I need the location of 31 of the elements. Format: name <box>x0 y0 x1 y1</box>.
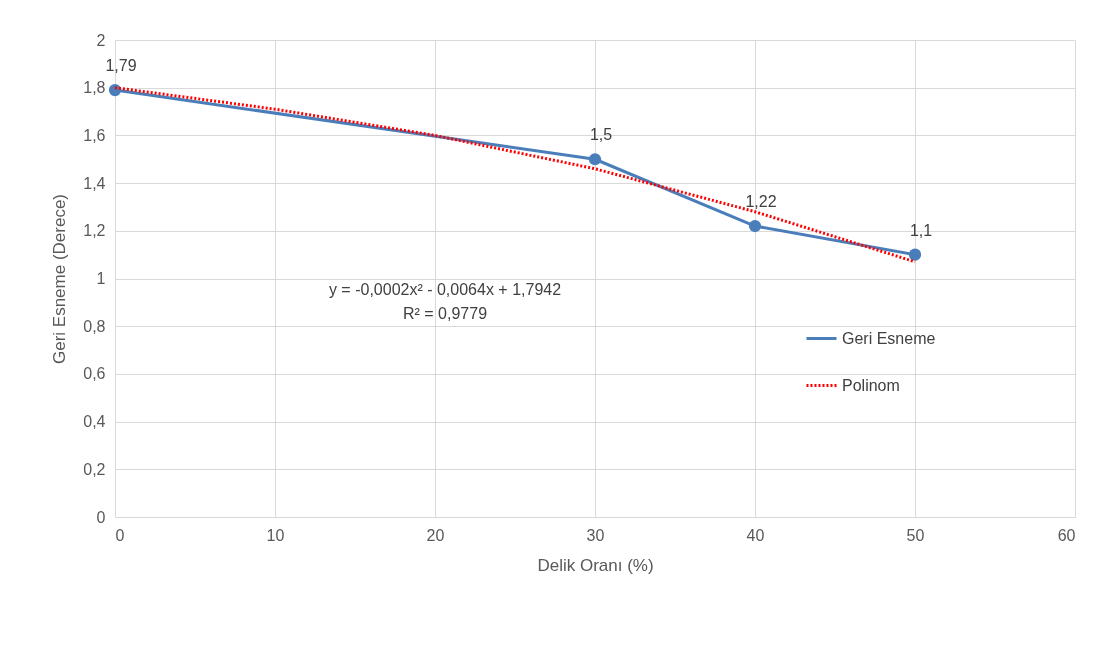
x-tick-label: 10 <box>266 526 285 544</box>
data-label: 1,5 <box>589 126 613 144</box>
data-label: 1,79 <box>105 57 137 75</box>
y-tick-label: 1,4 <box>83 174 106 192</box>
annotation: R² = 0,9779 <box>402 305 488 322</box>
x-tick-label: 40 <box>746 526 765 544</box>
y-tick-label: 1,8 <box>83 79 106 97</box>
point <box>588 153 602 166</box>
x-axis-title: Delik Oranı (%) <box>537 555 654 575</box>
y-tick-label: 1,6 <box>83 126 106 144</box>
point <box>908 248 922 261</box>
y-tick-label: 1,2 <box>83 222 106 240</box>
legend-label: Geri Esneme <box>842 329 936 347</box>
x-tick-label: 60 <box>1057 526 1076 544</box>
y-tick-label: 0,4 <box>83 413 106 431</box>
data-label: 1,22 <box>745 193 777 211</box>
annotation: y = -0,0002x² - 0,0064x + 1,7942 <box>328 281 562 298</box>
point <box>748 219 762 233</box>
y-tick-label: 0,2 <box>83 460 106 478</box>
y-axis-title: Geri Esneme (Derece) <box>50 193 70 365</box>
x-tick-label: 20 <box>426 526 445 544</box>
y-tick-label: 0,6 <box>83 365 106 383</box>
legend-label: Polinom <box>842 376 900 394</box>
y-tick-label: 0 <box>96 508 106 526</box>
x-tick-label: 30 <box>586 526 605 544</box>
y-tick-label: 1 <box>96 270 106 287</box>
x-tick-label: 50 <box>906 526 925 544</box>
data-label: 1,1 <box>909 221 933 239</box>
y-tick-label: 0,8 <box>83 317 106 335</box>
y-tick-label: 2 <box>96 31 106 49</box>
x-tick-label: 0 <box>115 526 125 544</box>
